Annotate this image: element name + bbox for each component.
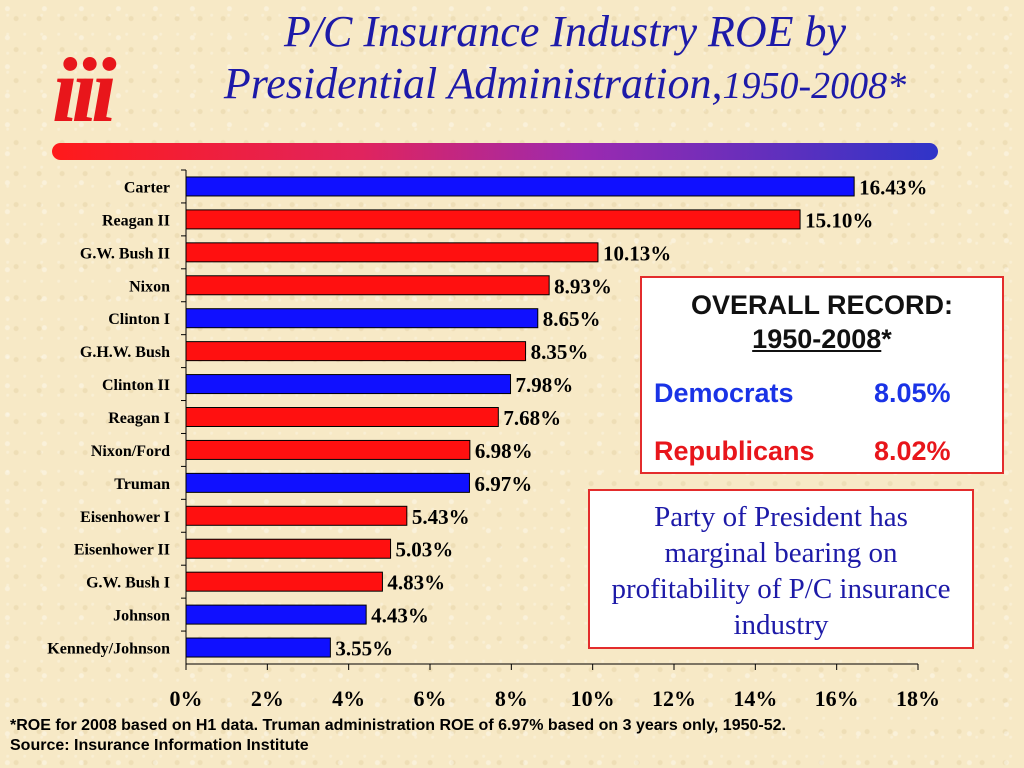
bar	[185, 637, 331, 658]
bar-value-label: 5.43%	[412, 505, 470, 529]
bar-value-label: 6.97%	[474, 472, 532, 496]
category-label: Carter	[124, 179, 170, 196]
footnote: *ROE for 2008 based on H1 data. Truman a…	[10, 716, 1010, 756]
bar	[185, 242, 599, 263]
category-label: Nixon	[129, 278, 170, 295]
record-heading-line2: 1950-2008*	[642, 322, 1002, 356]
category-label: Johnson	[113, 608, 170, 625]
category-label: Clinton I	[108, 311, 170, 328]
bar-value-label: 8.93%	[554, 274, 612, 298]
record-heading-years: 1950-2008	[752, 324, 882, 354]
bar	[185, 571, 383, 592]
record-heading-line1: OVERALL RECORD:	[690, 290, 953, 320]
category-label: Truman	[114, 476, 170, 493]
x-tick-label: 8%	[495, 686, 528, 711]
title-years: 1950-2008*	[722, 65, 907, 107]
republicans-label: Republicans	[654, 436, 815, 466]
title-administration: Presidential Administration,	[223, 59, 723, 108]
bar	[185, 538, 392, 559]
category-label: Reagan II	[102, 212, 170, 229]
x-tick-label: 18%	[896, 686, 940, 711]
bar	[185, 439, 471, 460]
bar-value-label: 4.83%	[387, 571, 445, 595]
category-label: Eisenhower I	[80, 509, 170, 526]
bar-value-label: 5.03%	[396, 538, 454, 562]
x-tick-label: 6%	[414, 686, 447, 711]
category-label: Nixon/Ford	[91, 443, 170, 460]
bar-value-label: 8.65%	[543, 307, 601, 331]
bar	[185, 604, 367, 625]
iii-logo: iii	[52, 39, 117, 141]
slide-title: P/C Insurance Industry ROE by Presidenti…	[150, 6, 980, 112]
bar-value-label: 10.13%	[603, 241, 671, 265]
bar-value-label: 7.98%	[516, 373, 574, 397]
title-line-1: P/C Insurance Industry ROE by	[283, 7, 847, 56]
footnote-source: Source: Insurance Information Institute	[10, 737, 309, 754]
category-label: G.H.W. Bush	[80, 344, 170, 361]
conclusion-note-text: Party of President has marginal bearing …	[611, 501, 951, 641]
bar	[185, 176, 855, 197]
category-label: Kennedy/Johnson	[47, 641, 170, 658]
bar-value-label: 15.10%	[805, 208, 873, 232]
title-line-2: Presidential Administration,1950-2008*	[150, 58, 980, 112]
category-label: G.W. Bush I	[86, 575, 170, 592]
category-label: Eisenhower II	[74, 542, 170, 559]
record-heading: OVERALL RECORD: 1950-2008*	[642, 288, 1002, 356]
footnote-line1: *ROE for 2008 based on H1 data. Truman a…	[10, 717, 786, 734]
record-heading-mark: *	[881, 324, 892, 354]
bar-value-label: 16.43%	[859, 175, 927, 199]
x-tick-label: 16%	[815, 686, 859, 711]
bar-value-label: 3.55%	[335, 637, 393, 661]
bar-value-label: 6.98%	[475, 439, 533, 463]
bar	[185, 209, 801, 230]
republicans-value: 8.02%	[874, 436, 951, 466]
conclusion-note-box: Party of President has marginal bearing …	[588, 489, 974, 649]
democrats-value: 8.05%	[874, 378, 951, 408]
x-tick-label: 4%	[332, 686, 365, 711]
bar	[185, 407, 499, 427]
democrats-row: Democrats 8.05%	[654, 378, 994, 409]
category-label: G.W. Bush II	[80, 245, 170, 262]
bar	[185, 374, 512, 395]
x-tick-label: 10%	[571, 686, 615, 711]
x-tick-label: 14%	[733, 686, 777, 711]
title-divider-bar	[52, 143, 938, 160]
democrats-label: Democrats	[654, 378, 794, 408]
republicans-row: Republicans 8.02%	[654, 436, 994, 467]
bar-value-label: 4.43%	[371, 604, 429, 628]
x-tick-label: 0%	[170, 686, 203, 711]
x-tick-label: 12%	[652, 686, 696, 711]
category-label: Reagan I	[108, 410, 170, 427]
x-tick-label: 2%	[251, 686, 284, 711]
bar-value-label: 8.35%	[531, 340, 589, 364]
category-label: Clinton II	[102, 377, 170, 394]
overall-record-box: OVERALL RECORD: 1950-2008* Democrats 8.0…	[640, 276, 1004, 474]
bar-value-label: 7.68%	[503, 406, 561, 430]
bar	[185, 308, 539, 329]
bar	[185, 472, 470, 493]
bar	[185, 341, 527, 362]
bar	[185, 275, 550, 296]
bar	[185, 505, 408, 526]
